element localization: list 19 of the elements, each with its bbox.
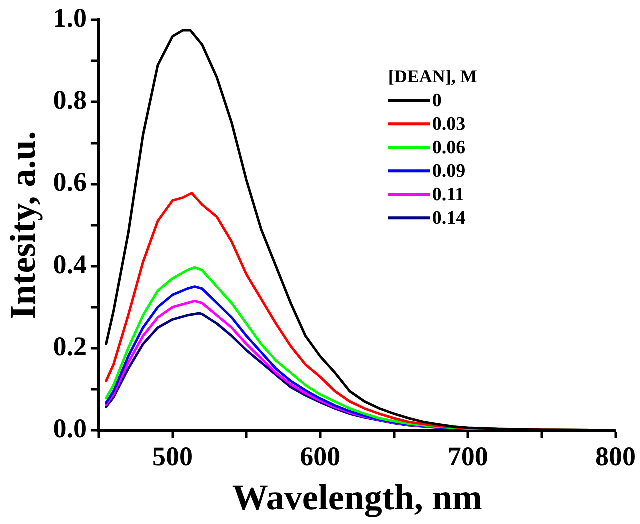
y-tick-label: 0.4 <box>53 249 87 280</box>
legend-label: 0.09 <box>432 161 466 182</box>
legend-label: 0.14 <box>432 208 466 230</box>
y-axis-title: Intesity, a.u. <box>2 131 43 320</box>
legend-title: [DEAN], M <box>388 66 478 86</box>
legend-label: 0 <box>432 90 442 112</box>
y-tick-label: 0.6 <box>53 167 87 198</box>
y-tick-label: 1.0 <box>53 3 87 34</box>
legend-label: 0.06 <box>432 138 466 159</box>
y-tick-label: 0.8 <box>53 85 87 116</box>
x-tick-label: 800 <box>596 442 636 472</box>
x-tick-label: 600 <box>300 442 341 472</box>
x-tick-label: 500 <box>152 442 194 472</box>
y-tick-label: 0.2 <box>53 331 87 362</box>
legend-label: 0.11 <box>432 184 465 206</box>
y-tick-label: 0.0 <box>53 413 87 444</box>
x-axis-title: Wavelength, nm <box>232 478 482 518</box>
legend-label: 0.03 <box>432 114 466 136</box>
x-tick-label: 700 <box>448 442 488 472</box>
